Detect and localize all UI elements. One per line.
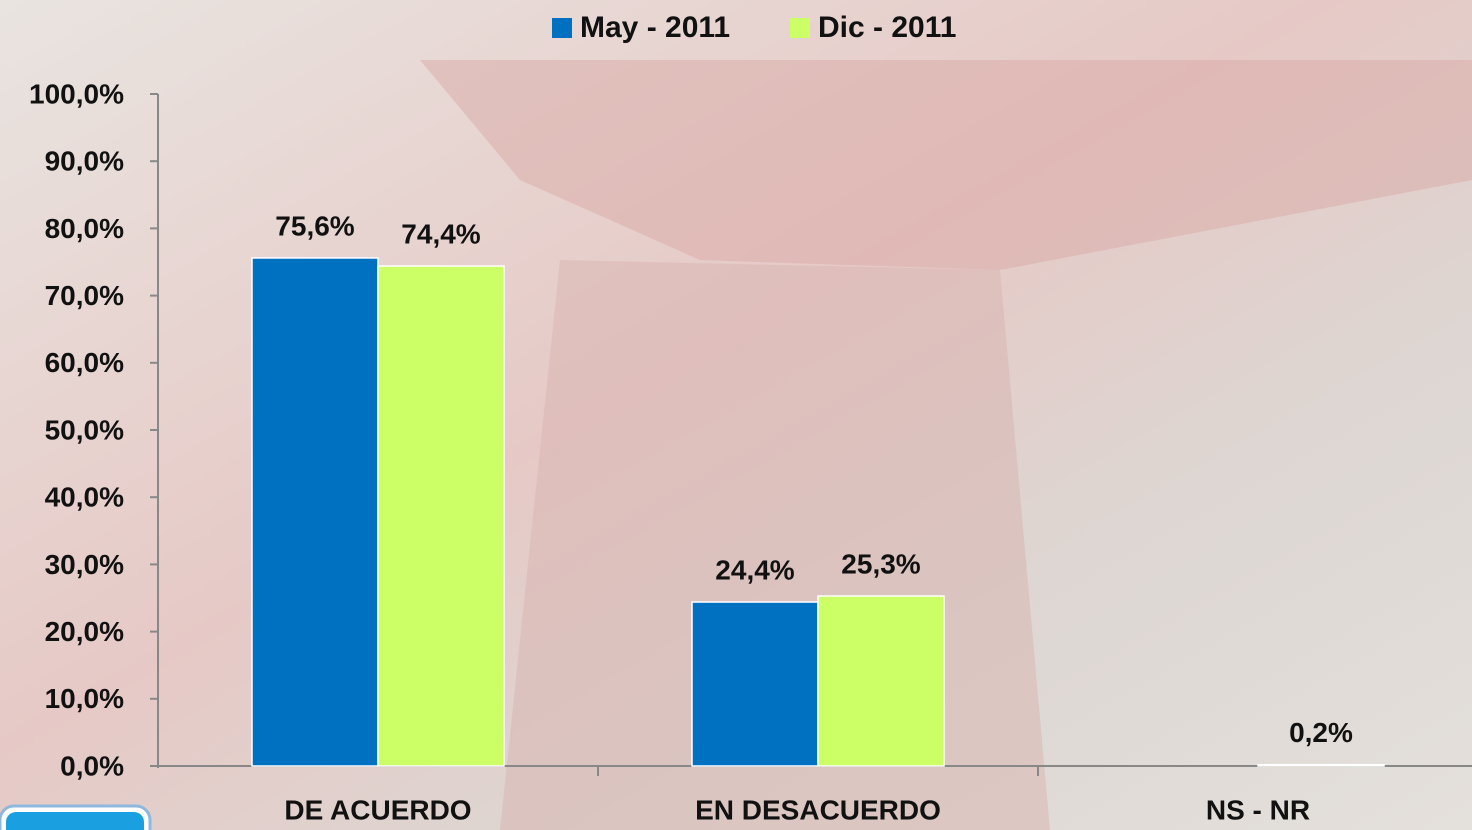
y-tick-label: 30,0% [45,549,124,580]
corner-box-fill [6,812,144,830]
x-tick-label: NS - NR [1206,794,1310,825]
y-tick-label: 50,0% [45,414,124,445]
y-tick-label: 40,0% [45,482,124,513]
value-label: 74,4% [401,218,480,249]
value-label: 0,2% [1289,717,1353,748]
value-label: 25,3% [841,548,920,579]
bar [691,601,819,767]
y-tick-label: 10,0% [45,683,124,714]
bar [251,257,379,767]
y-tick-label: 60,0% [45,347,124,378]
legend-label: Dic - 2011 [818,11,956,44]
value-label: 75,6% [275,210,354,241]
legend-label: May - 2011 [580,11,730,44]
value-label: 24,4% [715,554,794,585]
y-tick-label: 70,0% [45,280,124,311]
legend-swatch [552,18,572,38]
y-tick-label: 100,0% [29,78,124,109]
background-stage [420,60,1472,270]
legend-swatch [790,18,810,38]
y-tick-label: 0,0% [60,750,124,781]
bar [817,595,945,767]
y-tick-label: 80,0% [45,213,124,244]
x-tick-label: EN DESACUERDO [695,794,941,825]
bar [1257,763,1385,767]
y-tick-label: 20,0% [45,616,124,647]
bar [377,265,505,767]
y-tick-label: 90,0% [45,146,124,177]
x-tick-label: DE ACUERDO [284,794,471,825]
